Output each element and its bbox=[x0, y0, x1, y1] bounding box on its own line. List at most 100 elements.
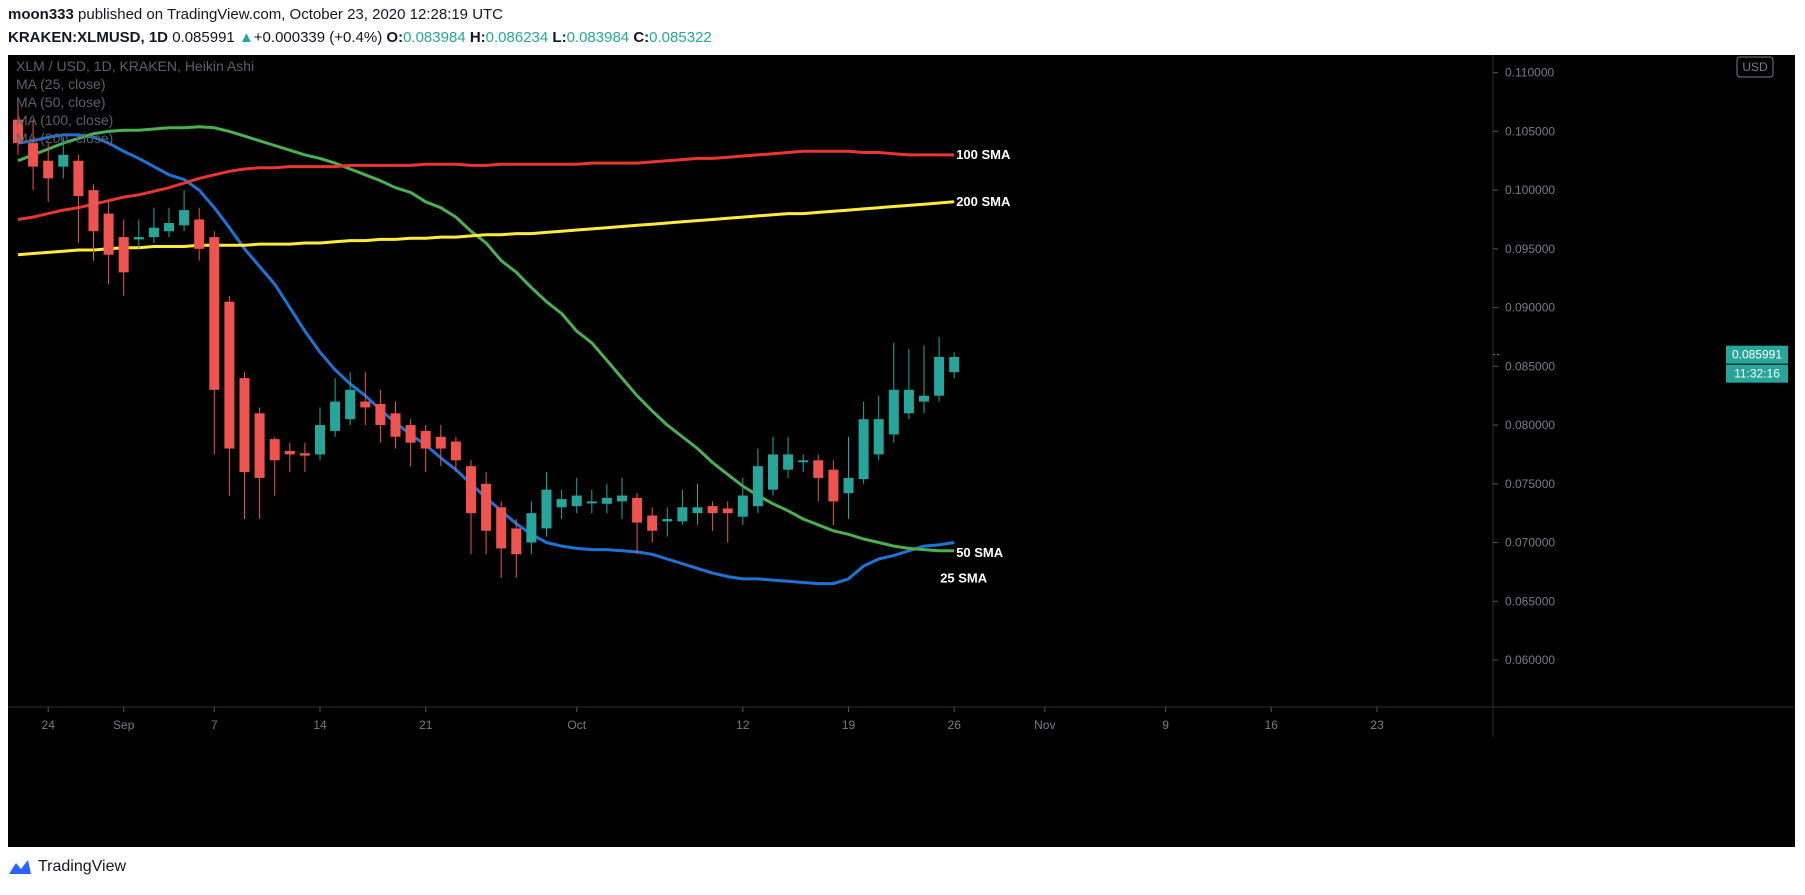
x-tick-label: 14 bbox=[313, 718, 327, 732]
last-price: 0.085991 bbox=[172, 29, 235, 46]
candle-body bbox=[586, 501, 597, 504]
x-tick-label: 19 bbox=[842, 718, 856, 732]
legend-ma25: MA (25, close) bbox=[16, 76, 105, 92]
candle-body bbox=[13, 119, 23, 144]
y-tick-label: 0.080000 bbox=[1505, 418, 1555, 432]
high-label: H: bbox=[469, 29, 486, 46]
legend-ma200: MA (200, close) bbox=[16, 130, 113, 146]
low-label: L: bbox=[552, 29, 567, 46]
candle-body bbox=[103, 213, 114, 255]
candle-body bbox=[798, 460, 809, 463]
candle-body bbox=[345, 389, 356, 420]
sma-label: 100 SMA bbox=[956, 147, 1011, 162]
candle-body bbox=[164, 222, 174, 232]
x-tick-label: 12 bbox=[736, 718, 750, 732]
candle-body bbox=[571, 495, 582, 507]
candle-body bbox=[722, 508, 733, 514]
candle-body bbox=[209, 237, 220, 390]
chart-area[interactable]: 100 SMA 200 SMA 50 SMA 25 SMA 0.060000 0.065… bbox=[8, 55, 1795, 847]
currency-badge-box[interactable] bbox=[1736, 56, 1774, 78]
candle-body bbox=[43, 160, 54, 179]
y-tick-label: 0.110000 bbox=[1505, 66, 1554, 80]
candle-body bbox=[707, 506, 718, 514]
tradingview-logo-icon bbox=[9, 860, 31, 874]
candle-body bbox=[254, 413, 265, 478]
candle-body bbox=[390, 413, 401, 437]
author-name[interactable]: moon333 bbox=[8, 6, 74, 23]
candle-body bbox=[813, 460, 824, 478]
x-tick-label: Sep bbox=[113, 718, 135, 732]
candle-body bbox=[677, 507, 688, 522]
price-change: +0.000339 (+0.4%) bbox=[253, 29, 383, 46]
candle-body bbox=[873, 419, 884, 455]
candle-body bbox=[375, 403, 386, 426]
candle-body bbox=[737, 495, 748, 517]
open-value: 0.083984 bbox=[403, 29, 466, 46]
x-tick-label: 24 bbox=[42, 718, 56, 732]
candle-body bbox=[284, 450, 295, 455]
candle-body bbox=[481, 483, 492, 531]
ma100-line bbox=[17, 149, 955, 221]
candle-body bbox=[239, 378, 250, 473]
close-label: C: bbox=[633, 29, 650, 46]
candle-body bbox=[73, 160, 84, 196]
candle-body bbox=[768, 454, 778, 490]
legend-ma100: MA (100, close) bbox=[16, 112, 113, 128]
candle-body bbox=[949, 356, 960, 373]
ohlc-info: KRAKEN:XLMUSD, 1D 0.085991 ▲+0.000339 (+… bbox=[8, 29, 712, 46]
legend-title: XLM / USD, 1D, KRAKEN, Heikin Ashi bbox=[16, 58, 254, 74]
candle-body bbox=[28, 143, 39, 167]
high-value: 0.086234 bbox=[485, 29, 549, 46]
candle-body bbox=[179, 210, 190, 226]
price-chart[interactable]: 100 SMA 200 SMA 50 SMA 25 SMA 0.060000 0.065… bbox=[8, 55, 1795, 847]
footer-brand[interactable]: TradingView bbox=[8, 858, 126, 876]
candle-body bbox=[919, 395, 929, 402]
legend-ma50: MA (50, close) bbox=[16, 94, 105, 110]
candle-body bbox=[556, 499, 567, 508]
x-tick-label: 21 bbox=[419, 718, 433, 732]
candle-body bbox=[330, 401, 341, 431]
price-badge-box bbox=[1726, 345, 1788, 364]
x-tick-label: 9 bbox=[1162, 718, 1169, 732]
low-value: 0.083984 bbox=[566, 29, 630, 46]
symbol-label: KRAKEN:XLMUSD, 1D bbox=[8, 29, 169, 46]
candle-body bbox=[496, 507, 507, 549]
y-tick-label: 0.075000 bbox=[1505, 477, 1555, 491]
candle-body bbox=[843, 477, 854, 494]
candle-body bbox=[133, 237, 144, 240]
candle-body bbox=[148, 227, 159, 238]
x-tick-label: Nov bbox=[1034, 718, 1055, 732]
candle-body bbox=[752, 466, 763, 507]
candle-body bbox=[511, 528, 522, 555]
footer-brand-label: TradingView bbox=[38, 858, 127, 875]
currency-badge[interactable]: USD bbox=[1742, 60, 1768, 74]
candle-body bbox=[903, 389, 914, 414]
candle-body bbox=[828, 469, 839, 502]
candle-body bbox=[934, 356, 945, 396]
candle-body bbox=[647, 515, 658, 531]
candle-body bbox=[194, 219, 205, 249]
x-tick-label: 23 bbox=[1370, 718, 1384, 732]
candle-body bbox=[315, 425, 325, 455]
y-tick-label: 0.105000 bbox=[1505, 124, 1555, 138]
candle-body bbox=[526, 513, 537, 543]
candle-body bbox=[783, 454, 794, 470]
countdown-badge-box bbox=[1726, 364, 1788, 383]
x-tick-label: 7 bbox=[211, 718, 218, 732]
x-tick-label: 16 bbox=[1265, 718, 1279, 732]
candle-body bbox=[360, 401, 371, 408]
candle-body bbox=[58, 154, 69, 167]
y-tick-label: 0.100000 bbox=[1505, 183, 1555, 197]
x-tick-label: Oct bbox=[567, 718, 586, 732]
ma200-line bbox=[17, 200, 955, 257]
candle-body bbox=[632, 497, 643, 523]
y-tick-label: 0.095000 bbox=[1505, 242, 1555, 256]
candle-body bbox=[617, 495, 627, 502]
candle-body bbox=[269, 439, 280, 461]
candle-body bbox=[88, 190, 99, 232]
sma-label: 200 SMA bbox=[956, 194, 1011, 209]
y-tick-label: 0.065000 bbox=[1505, 594, 1555, 608]
countdown-badge: 11:32:16 bbox=[1734, 367, 1780, 381]
candle-body bbox=[692, 507, 703, 514]
candle-body bbox=[405, 425, 416, 443]
